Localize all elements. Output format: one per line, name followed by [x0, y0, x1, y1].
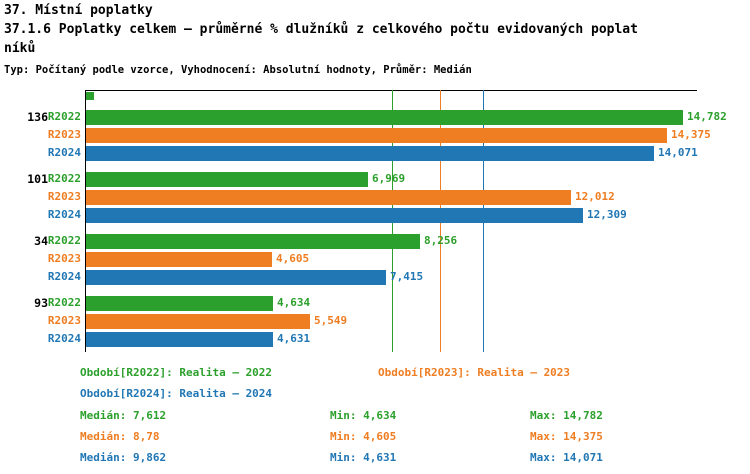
stat-max-r2023: Max: 14,375: [530, 430, 603, 443]
bar-value-label: 4,605: [276, 252, 310, 265]
bar-r2023: [86, 190, 571, 205]
legend-item-r2023: Období[R2023]: Realita – 2023: [378, 366, 571, 379]
page-subtitle-line1: 37.1.6 Poplatky celkem – průměrné % dluž…: [4, 22, 638, 37]
group-label: 34: [34, 234, 48, 248]
bar-r2022: [86, 172, 368, 187]
bar-value-label: 12,012: [575, 190, 615, 203]
bar-r2023: [86, 314, 310, 329]
series-label-r2022: R2022: [47, 234, 81, 247]
stat-min-r2024: Min: 4,631: [330, 451, 397, 464]
legend-item-r2024: Období[R2024]: Realita – 2024: [80, 387, 273, 400]
stat-min-r2023: Min: 4,605: [330, 430, 397, 443]
series-label-r2024: R2024: [47, 332, 81, 345]
page-subtitle-line2: níků: [4, 41, 36, 56]
bar-value-label: 7,415: [390, 270, 424, 283]
stat-median-r2024: Medián: 9,862: [80, 451, 167, 464]
stat-max-r2024: Max: 14,071: [530, 451, 603, 464]
stat-max-r2022: Max: 14,782: [530, 409, 603, 422]
bar-value-label: 4,634: [277, 296, 311, 309]
bar-value-label: 12,309: [587, 208, 627, 221]
x-axis-top: [85, 90, 697, 91]
bar-value-label: 14,071: [658, 146, 698, 159]
y-axis-left: [85, 90, 86, 352]
series-label-r2023: R2023: [47, 128, 81, 141]
group-label: 93: [34, 296, 48, 310]
bar-value-label: 4,631: [277, 332, 311, 345]
series-label-r2022: R2022: [47, 110, 81, 123]
group-label: 136: [27, 110, 48, 124]
bar-r2024: [86, 146, 654, 161]
stat-min-r2022: Min: 4,634: [330, 409, 397, 422]
bar-r2023: [86, 128, 667, 143]
bar-r2024: [86, 208, 583, 223]
stat-median-r2022: Medián: 7,612: [80, 409, 167, 422]
series-label-r2023: R2023: [47, 314, 81, 327]
bar-r2022: [86, 234, 420, 249]
plot-corner-marker: [86, 92, 94, 100]
legend-item-r2022: Období[R2022]: Realita – 2022: [80, 366, 273, 379]
bar-value-label: 14,375: [671, 128, 711, 141]
page-title: 37. Místní poplatky: [4, 3, 153, 18]
bar-value-label: 6,969: [372, 172, 406, 185]
series-label-r2023: R2023: [47, 252, 81, 265]
bar-r2024: [86, 332, 273, 347]
bar-r2023: [86, 252, 272, 267]
bar-r2024: [86, 270, 386, 285]
series-label-r2022: R2022: [47, 172, 81, 185]
chart-meta-info: Typ: Počítaný podle vzorce, Vyhodnocení:…: [4, 64, 472, 76]
bar-r2022: [86, 296, 273, 311]
bar-value-label: 5,549: [314, 314, 348, 327]
series-label-r2024: R2024: [47, 208, 81, 221]
series-label-r2024: R2024: [47, 146, 81, 159]
bar-value-label: 8,256: [424, 234, 458, 247]
stat-median-r2023: Medián: 8,78: [80, 430, 160, 443]
series-label-r2022: R2022: [47, 296, 81, 309]
bar-value-label: 14,782: [687, 110, 727, 123]
group-label: 101: [27, 172, 48, 186]
bar-r2022: [86, 110, 683, 125]
series-label-r2023: R2023: [47, 190, 81, 203]
series-label-r2024: R2024: [47, 270, 81, 283]
